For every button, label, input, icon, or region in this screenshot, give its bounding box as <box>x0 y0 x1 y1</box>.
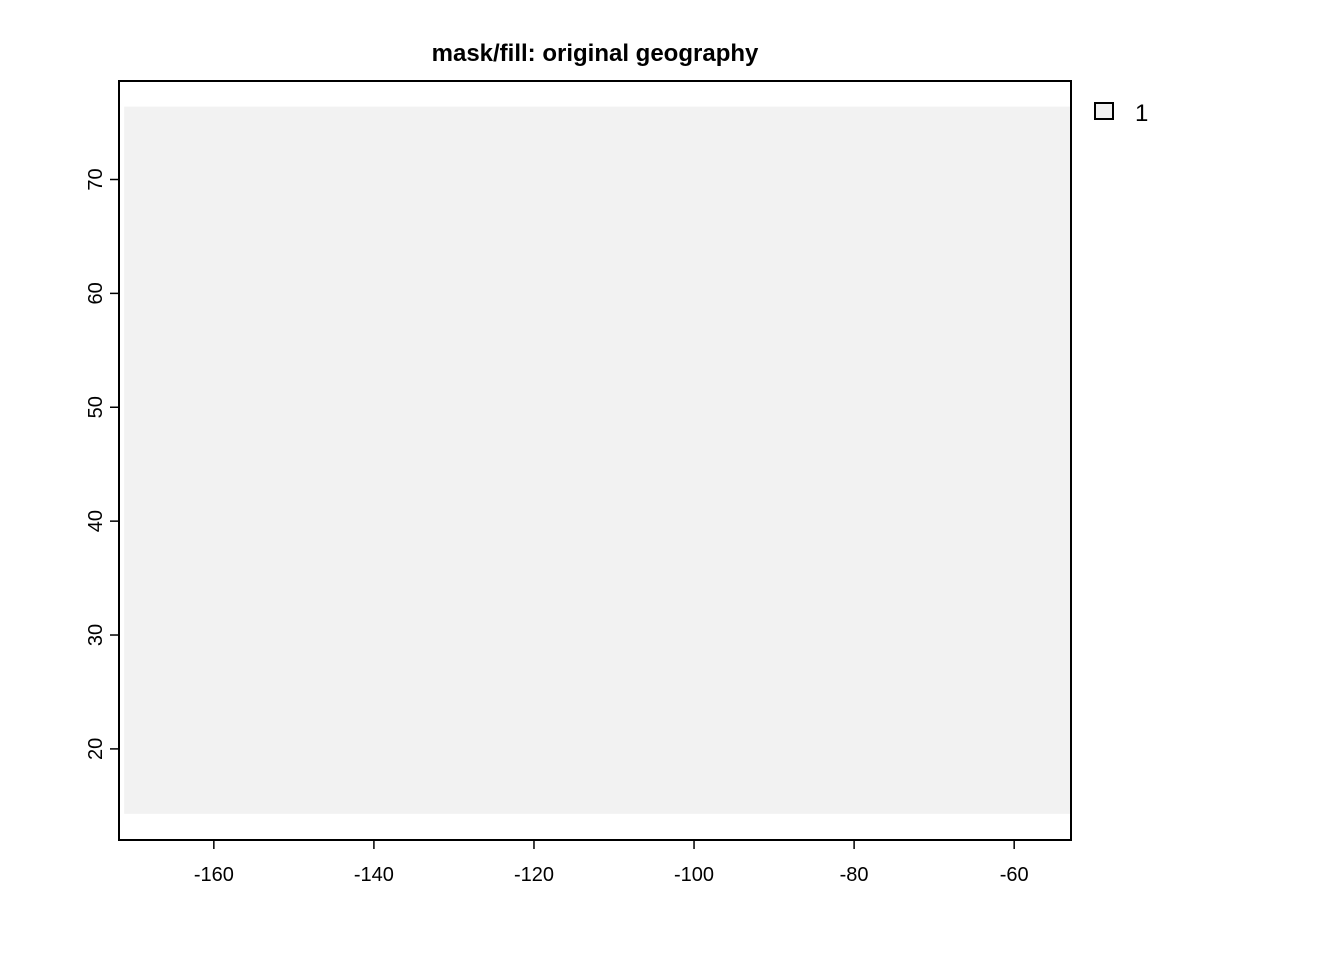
y-tick-label: 70 <box>85 168 107 190</box>
legend: 1 <box>1094 100 1148 127</box>
x-axis: -160 -140 -120 -100 -80 -60 <box>194 840 1029 886</box>
y-tick-label: 20 <box>85 738 107 760</box>
legend-label: 1 <box>1135 100 1148 127</box>
x-tick-label: -140 <box>354 864 394 886</box>
x-tick-label: -80 <box>840 864 869 886</box>
plot-area <box>118 80 1072 841</box>
x-tick-label: -60 <box>1000 864 1029 886</box>
y-tick-label: 40 <box>85 510 107 532</box>
y-tick-label: 60 <box>85 282 107 304</box>
y-axis: 20 30 40 50 60 70 <box>85 168 119 760</box>
plot-frame <box>118 80 1072 841</box>
legend-swatch <box>1094 102 1114 120</box>
x-tick-label: -100 <box>674 864 714 886</box>
chart-title: mask/fill: original geography <box>432 40 759 67</box>
y-tick-label: 50 <box>85 396 107 418</box>
y-tick-label: 30 <box>85 624 107 646</box>
raster-cell <box>124 106 1071 814</box>
x-tick-label: -120 <box>514 864 554 886</box>
x-tick-label: -160 <box>194 864 234 886</box>
